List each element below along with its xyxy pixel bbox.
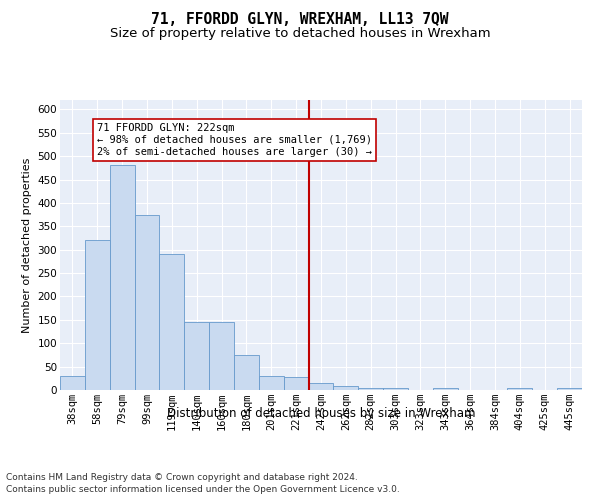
- Text: Contains public sector information licensed under the Open Government Licence v3: Contains public sector information licen…: [6, 485, 400, 494]
- Bar: [508, 388, 532, 390]
- Text: Size of property relative to detached houses in Wrexham: Size of property relative to detached ho…: [110, 28, 490, 40]
- Text: Distribution of detached houses by size in Wrexham: Distribution of detached houses by size …: [167, 408, 475, 420]
- Bar: [110, 166, 134, 390]
- Bar: [358, 388, 383, 390]
- Bar: [85, 240, 110, 390]
- Bar: [557, 388, 582, 390]
- Bar: [334, 386, 358, 390]
- Bar: [308, 383, 334, 390]
- Bar: [209, 322, 234, 390]
- Bar: [433, 388, 458, 390]
- Bar: [284, 378, 308, 390]
- Text: 71 FFORDD GLYN: 222sqm
← 98% of detached houses are smaller (1,769)
2% of semi-d: 71 FFORDD GLYN: 222sqm ← 98% of detached…: [97, 124, 372, 156]
- Bar: [259, 376, 284, 390]
- Text: 71, FFORDD GLYN, WREXHAM, LL13 7QW: 71, FFORDD GLYN, WREXHAM, LL13 7QW: [151, 12, 449, 28]
- Bar: [184, 322, 209, 390]
- Bar: [60, 376, 85, 390]
- Bar: [160, 254, 184, 390]
- Y-axis label: Number of detached properties: Number of detached properties: [22, 158, 32, 332]
- Bar: [383, 388, 408, 390]
- Bar: [234, 355, 259, 390]
- Bar: [134, 214, 160, 390]
- Text: Contains HM Land Registry data © Crown copyright and database right 2024.: Contains HM Land Registry data © Crown c…: [6, 472, 358, 482]
